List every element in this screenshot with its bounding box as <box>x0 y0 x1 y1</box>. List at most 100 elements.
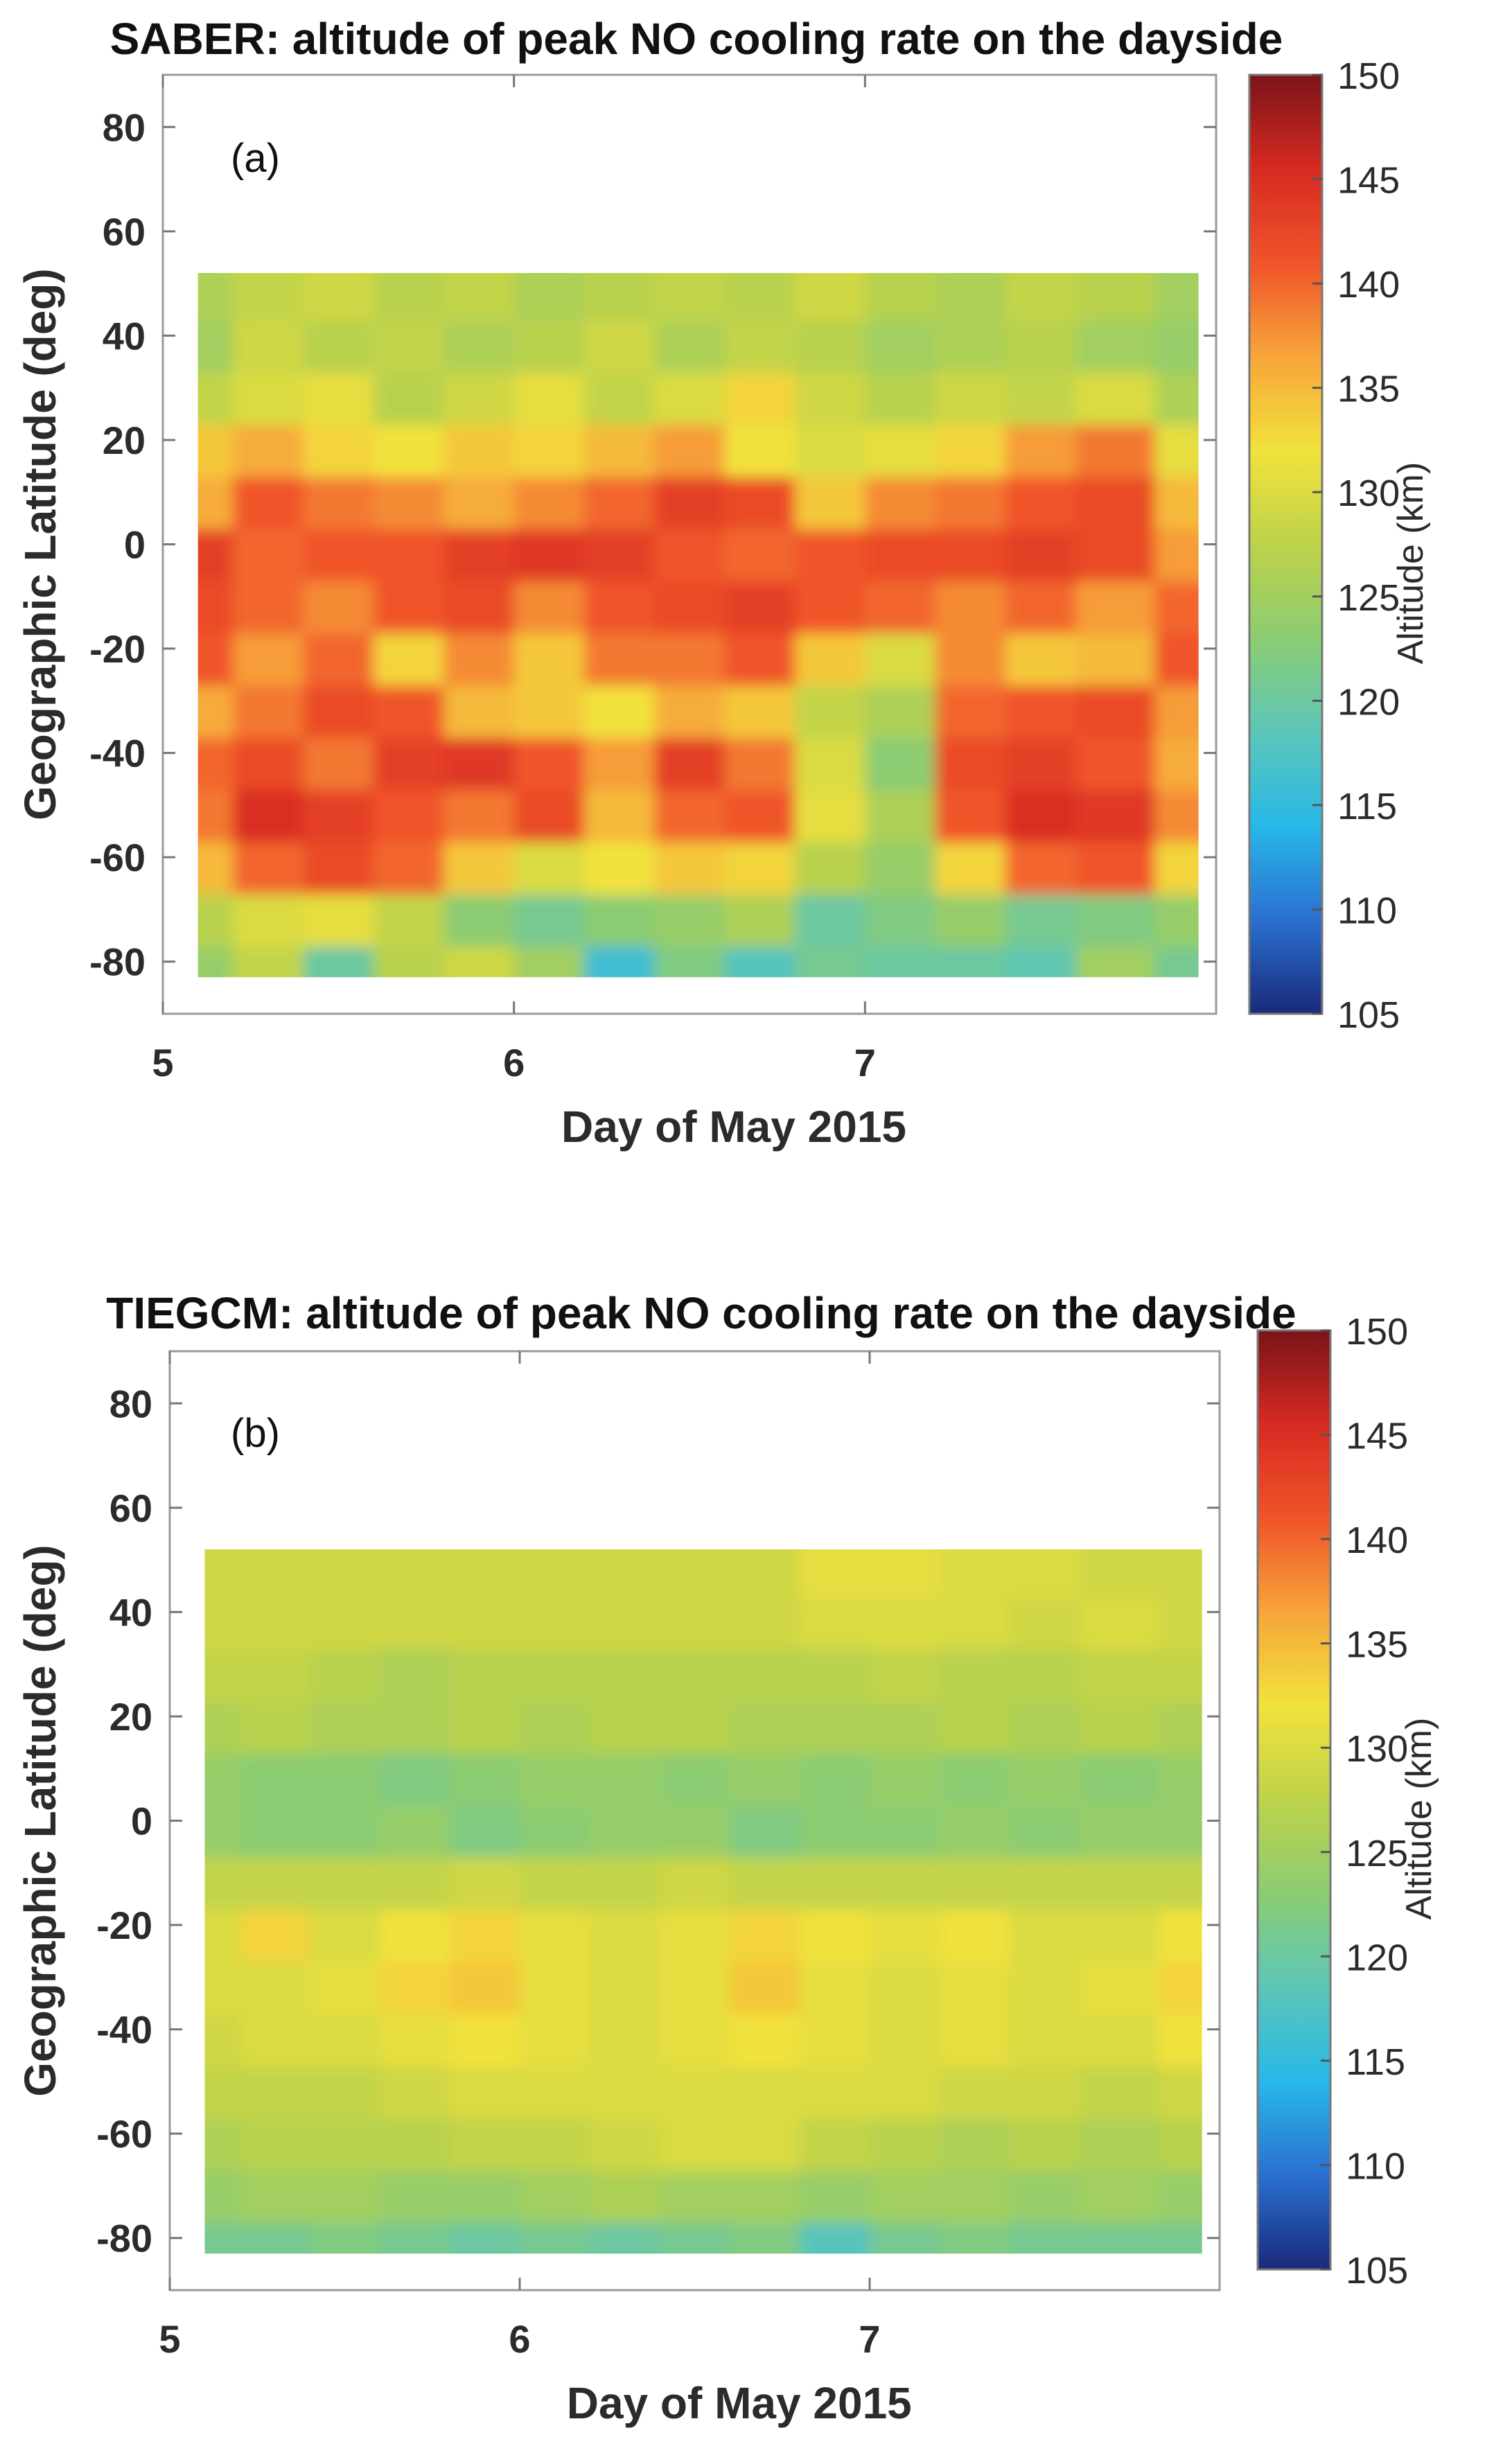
heatmap-cell <box>520 1752 590 1806</box>
heatmap-cell <box>730 2066 800 2119</box>
heatmap-cell <box>1010 2014 1080 2067</box>
heatmap-cell <box>870 1596 940 1650</box>
heatmap-cell <box>373 841 445 895</box>
heatmap-cell <box>513 424 585 477</box>
heatmap-cell <box>373 581 445 634</box>
colorbar-tick-label: 150 <box>1346 1311 1408 1353</box>
panel-a: SABER: altitude of peak NO cooling rate … <box>15 14 1431 1152</box>
heatmap-cell <box>584 273 656 321</box>
heatmap-cell <box>380 1648 450 1702</box>
heatmap-cell <box>865 946 936 978</box>
heatmap-cell <box>513 685 585 739</box>
heatmap-cell <box>660 1909 730 1962</box>
heatmap-cell <box>233 946 304 978</box>
heatmap-cell <box>660 2170 730 2224</box>
heatmap-cell <box>443 476 515 529</box>
y-tick-label: 40 <box>109 1590 152 1634</box>
colorbar-tick-label: 120 <box>1337 681 1400 723</box>
heatmap-cell <box>730 2170 800 2224</box>
heatmap-cell <box>940 1961 1010 2015</box>
heatmap-cell <box>1075 789 1156 843</box>
panel-b-tag: (b) <box>231 1411 280 1456</box>
heatmap-cell <box>303 476 374 529</box>
heatmap-cell <box>935 476 1006 529</box>
heatmap-cell <box>204 1857 240 1910</box>
heatmap-cell <box>865 893 936 947</box>
heatmap-cell <box>197 633 234 686</box>
heatmap-cell <box>233 319 304 373</box>
heatmap-cell <box>443 946 515 978</box>
y-tick-label: -80 <box>96 2217 152 2260</box>
heatmap-cell <box>654 737 726 791</box>
panel-a-title: SABER: altitude of peak NO cooling rate … <box>110 14 1283 64</box>
heatmap-cell <box>870 1549 940 1597</box>
heatmap-cell <box>1154 946 1199 978</box>
heatmap-cell <box>450 1961 520 2015</box>
panel-a-tag: (a) <box>231 136 280 181</box>
heatmap-cell <box>233 581 304 634</box>
heatmap-cell <box>724 946 795 978</box>
heatmap-cell <box>584 893 656 947</box>
heatmap-cell <box>204 2066 240 2119</box>
heatmap-cell <box>660 1648 730 1702</box>
heatmap-cell <box>865 737 936 791</box>
heatmap-cell <box>584 633 656 686</box>
heatmap-cell <box>1080 2066 1159 2119</box>
heatmap-cell <box>865 319 936 373</box>
heatmap-cell <box>584 476 656 529</box>
heatmap-cell <box>1075 528 1156 582</box>
heatmap-cell <box>240 1549 310 1597</box>
heatmap-cell <box>513 372 585 425</box>
heatmap-cell <box>940 1648 1010 1702</box>
heatmap-cell <box>935 789 1006 843</box>
heatmap-cell <box>654 893 726 947</box>
heatmap-cell <box>590 1752 660 1806</box>
heatmap-cell <box>450 2066 520 2119</box>
heatmap-cell <box>303 633 374 686</box>
heatmap-cell <box>800 1752 870 1806</box>
heatmap-cell <box>303 581 374 634</box>
heatmap-cell <box>1075 946 1156 978</box>
colorbar-tick-label: 135 <box>1346 1624 1408 1666</box>
heatmap-cell <box>520 2170 590 2224</box>
heatmap-cell <box>1154 581 1199 634</box>
heatmap-cell <box>310 1909 380 1962</box>
heatmap-cell <box>935 581 1006 634</box>
heatmap-cell <box>1010 1752 1080 1806</box>
heatmap-cell <box>233 685 304 739</box>
heatmap-cell <box>660 2118 730 2171</box>
heatmap-cell <box>584 581 656 634</box>
heatmap-cell <box>730 1752 800 1806</box>
heatmap-cell <box>1080 1961 1159 2015</box>
heatmap-cell <box>660 1596 730 1650</box>
heatmap-cell <box>233 273 304 321</box>
heatmap-cell <box>1005 737 1077 791</box>
heatmap-cell <box>1154 633 1199 686</box>
heatmap-cell <box>1010 1857 1080 1910</box>
colorbar-tick-label: 110 <box>1346 2145 1405 2187</box>
heatmap-cell <box>935 633 1006 686</box>
heatmap-cell <box>310 1596 380 1650</box>
heatmap-cell <box>380 1700 450 1754</box>
heatmap-cell <box>590 2170 660 2224</box>
heatmap-cell <box>1005 685 1077 739</box>
heatmap-cell <box>795 841 866 895</box>
colorbar-tick-label: 130 <box>1337 473 1400 514</box>
colorbar-tick-label: 115 <box>1337 786 1397 827</box>
heatmap-cell <box>590 2066 660 2119</box>
heatmap-cell <box>1154 893 1199 947</box>
heatmap-cell <box>520 1648 590 1702</box>
heatmap-cell <box>233 893 304 947</box>
heatmap-cell <box>800 1648 870 1702</box>
x-tick-label: 5 <box>159 2317 180 2361</box>
heatmap-cell <box>450 2170 520 2224</box>
heatmap-cell <box>1075 581 1156 634</box>
heatmap-cell <box>240 1804 310 1858</box>
panel-a-axes: 80 60 40 20 0 -20 -40 -60 -80 5 6 7 Day of May 2015 G… <box>15 75 1216 1152</box>
heatmap-cell <box>513 319 585 373</box>
heatmap-cell <box>935 841 1006 895</box>
heatmap-cell <box>730 1549 800 1597</box>
heatmap-cell <box>1075 841 1156 895</box>
heatmap-cell <box>240 1909 310 1962</box>
colorbar-tick-label: 125 <box>1337 577 1400 619</box>
